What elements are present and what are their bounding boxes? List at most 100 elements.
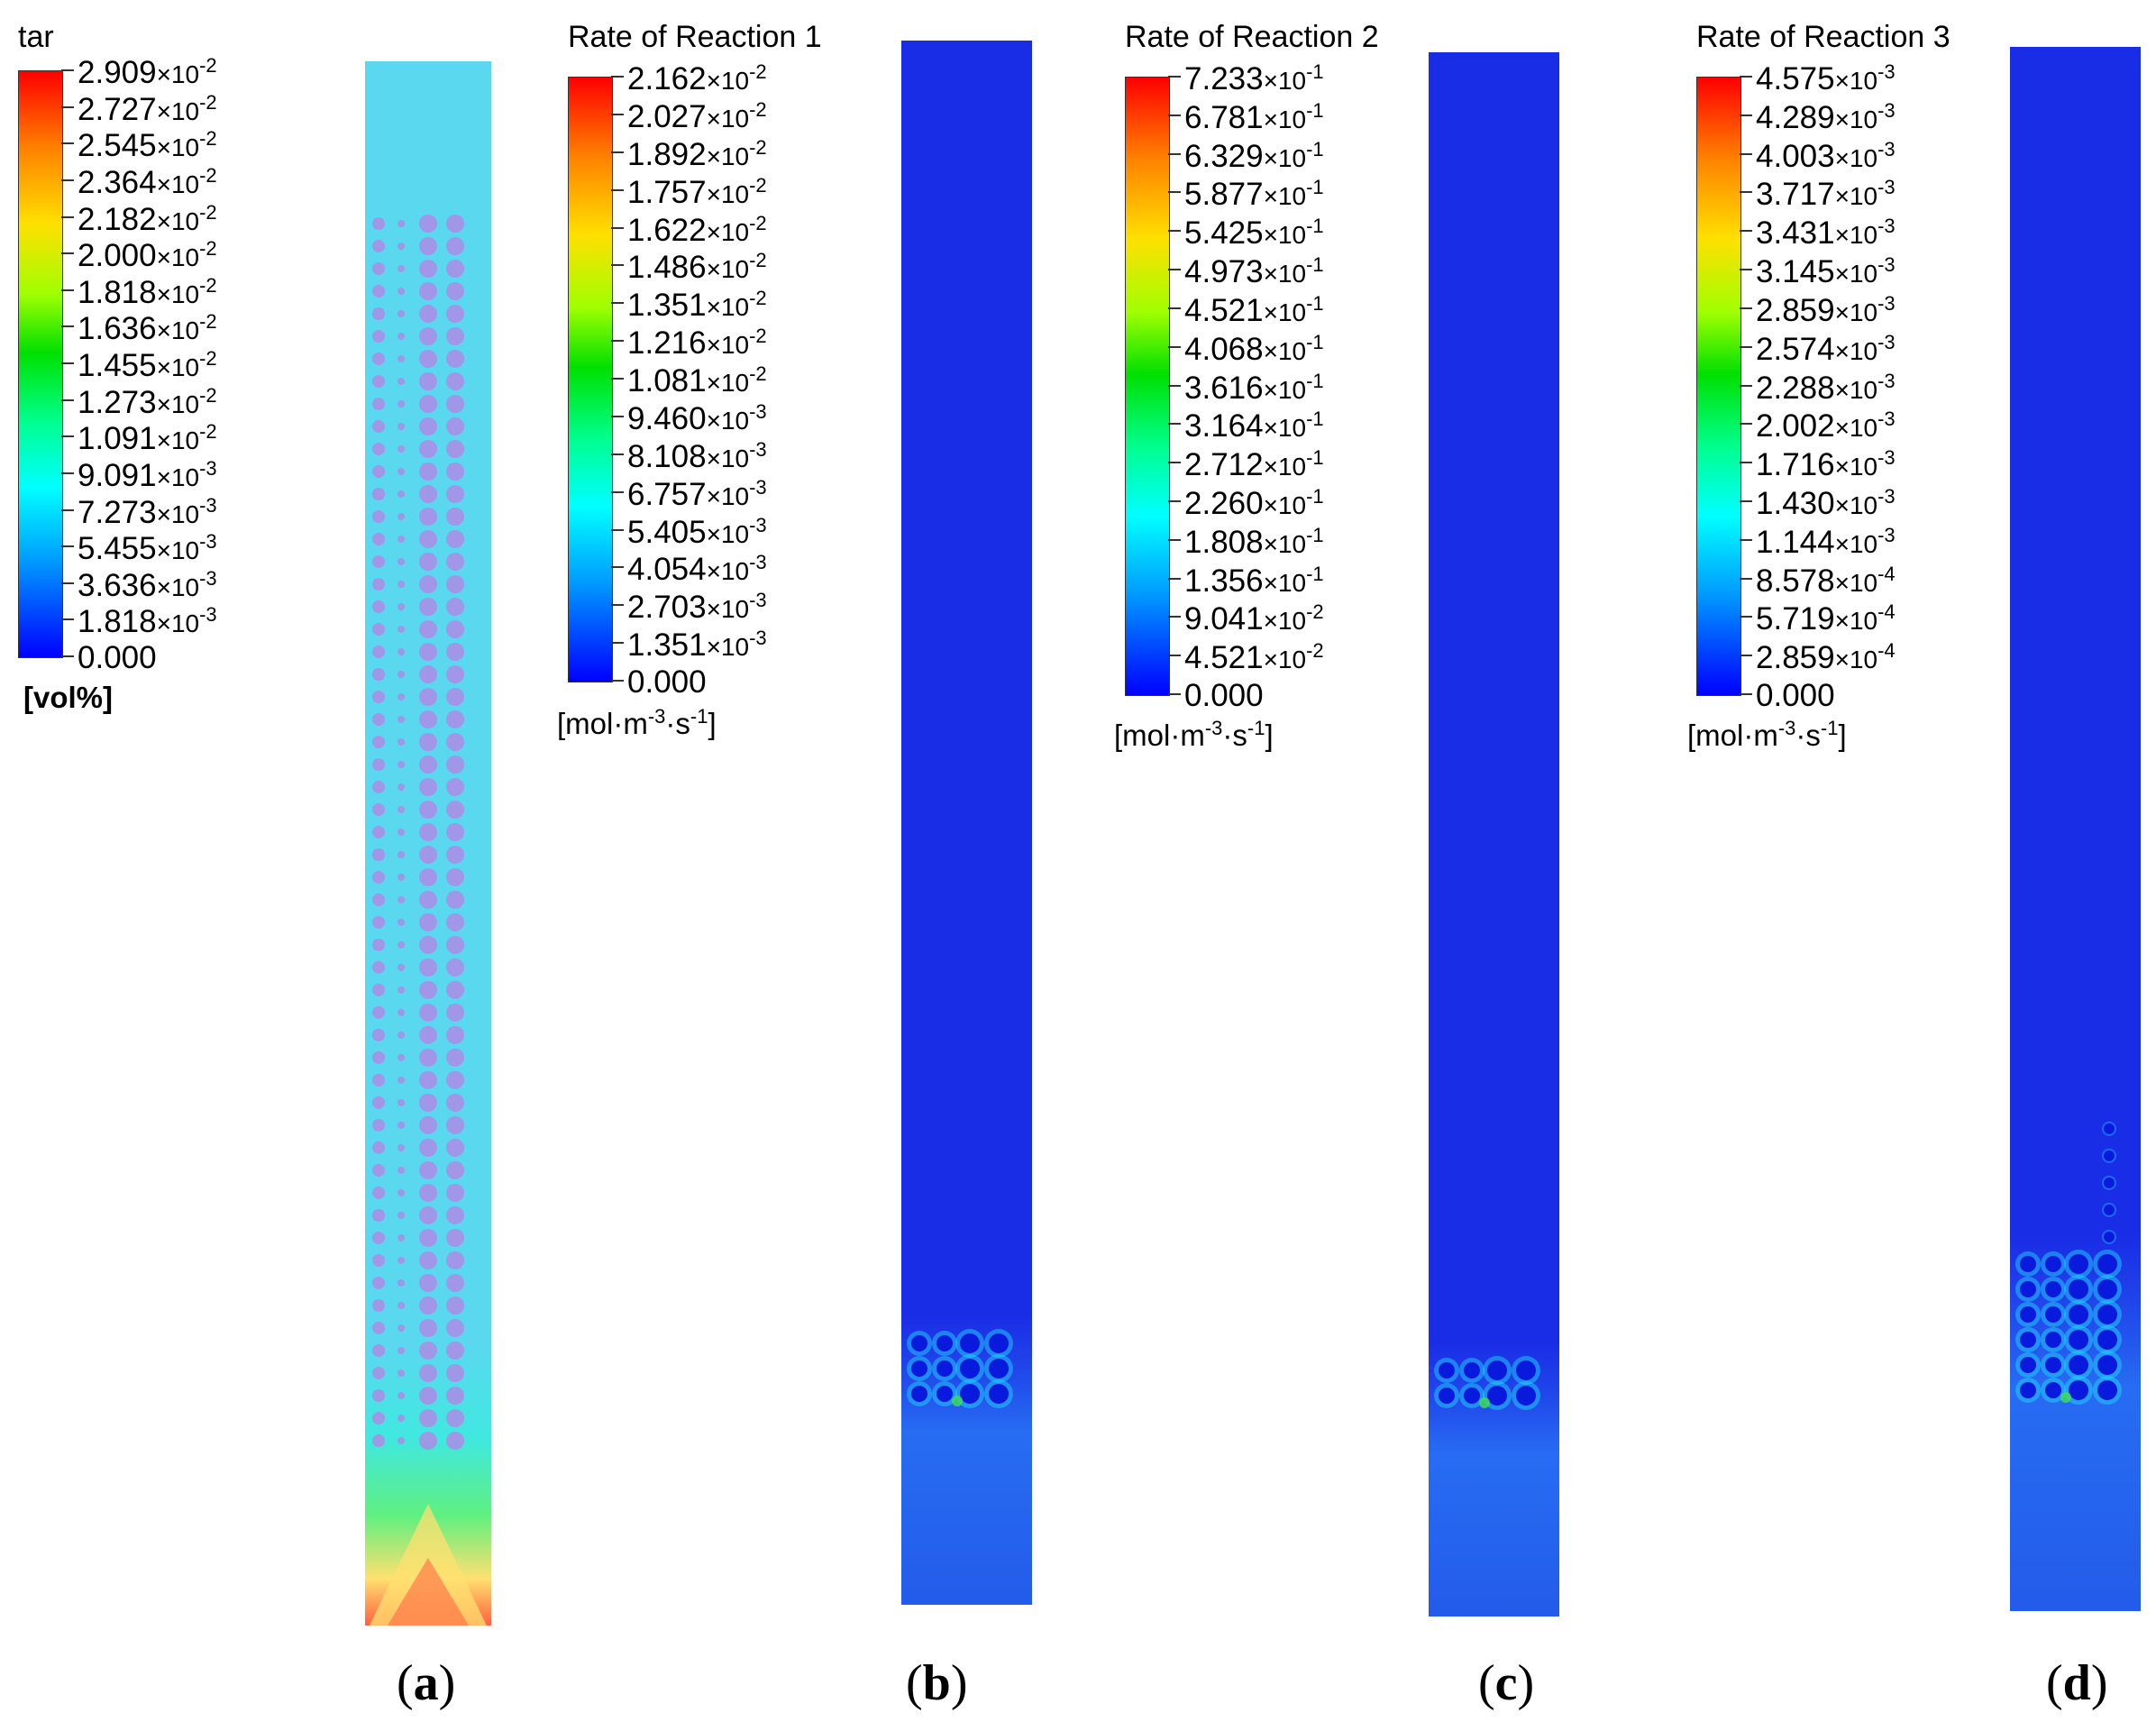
tar-particle [419, 868, 437, 886]
tar-particle [397, 468, 405, 475]
colorbar-tick [1168, 499, 1181, 502]
colorbar-tick-label: 2.712×10-1 [1184, 446, 1324, 483]
tar-particle [419, 508, 437, 526]
colorbar-tick [611, 76, 624, 78]
colorbar-tick [61, 362, 74, 364]
tar-particle [397, 220, 405, 227]
tar-particle [446, 1251, 464, 1269]
rate-particle [989, 1384, 1009, 1404]
tar-particle [419, 598, 437, 616]
colorbar-tick-label: 1.757×10-2 [627, 173, 767, 210]
colorbar-tick-label: 1.081×10-2 [627, 362, 767, 398]
panel-c: Rate of Reaction 2 7.233×10-1 6.781×10-1 6… [1100, 0, 1658, 1731]
colorbar-tick [61, 472, 74, 474]
colorbar-tick-label: 4.054×10-3 [627, 551, 767, 588]
colorbar-tick [61, 655, 74, 657]
contour-column-c [1429, 52, 1559, 1617]
colorbar-tick-label: 2.909×10-2 [78, 54, 217, 90]
tar-particle [397, 333, 405, 340]
colorbar-tick [61, 142, 74, 145]
colorbar-tick [1740, 76, 1752, 78]
colorbar-tick-label: 1.486×10-2 [627, 249, 767, 286]
tar-particle [372, 1164, 385, 1177]
colorbar-tick-label: 2.859×10-4 [1756, 639, 1896, 676]
tar-particle [419, 1206, 437, 1224]
colorbar-tick-label: 1.818×10-2 [78, 273, 217, 310]
tar-particle [419, 463, 437, 481]
contour-column-b [901, 41, 1032, 1605]
rate-particle [2045, 1382, 2061, 1398]
rate-particle [2069, 1254, 2088, 1274]
tar-particle [372, 1254, 385, 1267]
tar-particle [372, 758, 385, 771]
tar-particle [446, 485, 464, 503]
tar-particle [446, 1161, 464, 1179]
tar-particle [372, 623, 385, 636]
colorbar-tick [1168, 384, 1181, 387]
tar-particle [419, 372, 437, 390]
colorbar [18, 70, 63, 658]
tar-particle [372, 330, 385, 343]
tar-particle [446, 981, 464, 999]
rate-particle [936, 1360, 953, 1377]
rate-particle [2069, 1355, 2088, 1375]
tar-particle [397, 445, 405, 453]
colorbar-tick [1168, 76, 1181, 78]
colorbar-tick [611, 226, 624, 229]
rate-particle [1464, 1388, 1480, 1404]
colorbar-tick-label: 3.717×10-3 [1756, 176, 1896, 213]
colorbar-tick [611, 490, 624, 493]
colorbar-tick [1168, 538, 1181, 541]
tar-particle [372, 510, 385, 523]
tar-particle [372, 736, 385, 748]
tar-particle [372, 240, 385, 252]
colorbar-tick [1168, 693, 1181, 695]
tar-particle [372, 1389, 385, 1402]
tar-particle [419, 846, 437, 864]
tar-particle [397, 288, 405, 295]
tar-particle [397, 536, 405, 543]
tar-particle [397, 1392, 405, 1399]
tar-particle [446, 688, 464, 706]
tar-particle [446, 1364, 464, 1382]
tar-particle [419, 1071, 437, 1089]
colorbar-tick [611, 151, 624, 153]
colorbar-tick-label: 5.425×10-1 [1184, 215, 1324, 252]
tar-particle [446, 553, 464, 571]
colorbar-tick [611, 642, 624, 645]
colorbar-tick [1168, 152, 1181, 155]
panel-b: Rate of Reaction 1 2.162×10-2 2.027×10-2 1… [541, 0, 1100, 1731]
colorbar-tick-label: 5.719×10-4 [1756, 600, 1896, 637]
rate-particle [2097, 1305, 2117, 1324]
colorbar-tick-label: 2.027×10-2 [627, 97, 767, 134]
tar-particle [419, 958, 437, 976]
colorbar-tick-label: 2.703×10-3 [627, 589, 767, 626]
tar-particle [397, 1369, 405, 1377]
tar-particle [372, 826, 385, 838]
unit-label: [vol%] [23, 681, 113, 714]
unit-label: [mol·m-3·s-1] [1687, 717, 1847, 752]
tar-particle [397, 919, 405, 926]
tar-particle [397, 1234, 405, 1241]
tar-particle [419, 1161, 437, 1179]
rate-particle [2104, 1123, 2115, 1134]
tar-particle [372, 1006, 385, 1019]
colorbar-tick [1168, 345, 1181, 348]
colorbar-tick-label: 1.818×10-3 [78, 603, 217, 640]
tar-particle [419, 1229, 437, 1247]
rate-particle [2045, 1281, 2061, 1297]
tar-particle [372, 646, 385, 658]
tar-particle [397, 1167, 405, 1174]
colorbar-tick-label: 4.068×10-1 [1184, 330, 1324, 367]
colorbar-tick [611, 604, 624, 607]
tar-particle [419, 327, 437, 345]
colorbar-tick-label: 4.289×10-3 [1756, 98, 1896, 135]
tar-particle [372, 600, 385, 613]
colorbar-tick [1740, 269, 1752, 271]
colorbar-tick [611, 415, 624, 417]
panel-label-a: (a) [397, 1655, 456, 1711]
colorbar-tick [1168, 423, 1181, 426]
tar-particle [397, 265, 405, 272]
tar-particle [446, 1094, 464, 1112]
tar-particle [419, 620, 437, 638]
